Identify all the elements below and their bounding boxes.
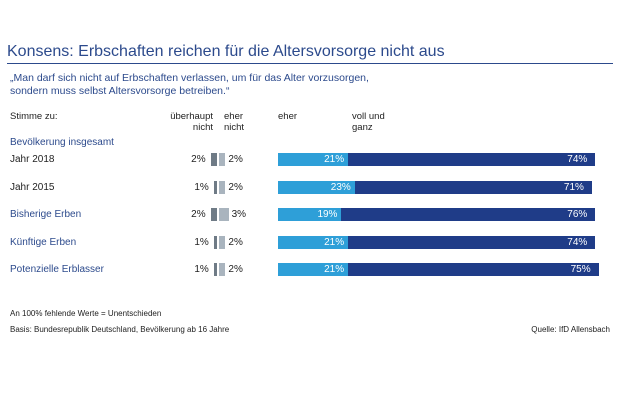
value-ueberhaupt-nicht: 2%: [191, 154, 206, 165]
value-eher-nicht: 2%: [228, 182, 243, 193]
row-label: Jahr 2015: [10, 182, 55, 193]
value-voll-und-ganz: 74%: [567, 154, 588, 165]
bar-voll-und-ganz: [348, 236, 596, 249]
title-rule: [7, 63, 613, 64]
bar-ueberhaupt-nicht: [213, 263, 217, 276]
bar-ueberhaupt-nicht: [213, 236, 217, 249]
value-eher: 23%: [330, 182, 351, 193]
header-ueberhaupt-nicht: überhaupt nicht: [170, 111, 213, 133]
value-ueberhaupt-nicht: 2%: [191, 209, 206, 220]
bar-eher-nicht: [219, 236, 226, 249]
bar-voll-und-ganz: [354, 181, 592, 194]
value-eher-nicht: 2%: [228, 154, 243, 165]
bar-ueberhaupt-nicht: [210, 153, 217, 166]
bar-eher-nicht: [219, 153, 226, 166]
bar-eher: [278, 208, 342, 221]
bar-eher: [278, 153, 349, 166]
value-eher-nicht: 2%: [228, 264, 243, 275]
value-voll-und-ganz: 74%: [567, 237, 588, 248]
value-voll-und-ganz: 76%: [567, 209, 588, 220]
header-eher: eher: [278, 111, 298, 122]
survey-question: „Man darf sich nicht auf Erbschaften ver…: [10, 72, 369, 97]
value-voll-und-ganz: 75%: [570, 264, 591, 275]
value-voll-und-ganz: 71%: [563, 182, 584, 193]
value-ueberhaupt-nicht: 1%: [194, 264, 209, 275]
header-voll-und-ganz: voll und ganz: [352, 111, 385, 133]
row-label: Potenzielle Erblasser: [10, 264, 104, 275]
group-label: Bevölkerung insgesamt: [10, 137, 114, 148]
value-ueberhaupt-nicht: 1%: [194, 237, 209, 248]
bar-voll-und-ganz: [348, 263, 599, 276]
bar-eher: [278, 236, 349, 249]
bar-voll-und-ganz: [341, 208, 596, 221]
row-label: Bisherige Erben: [10, 209, 82, 220]
bar-eher-nicht: [219, 263, 226, 276]
value-eher: 21%: [324, 237, 345, 248]
footnote-source: Quelle: IfD Allensbach: [531, 325, 610, 334]
bar-voll-und-ganz: [348, 153, 596, 166]
value-eher: 19%: [317, 209, 338, 220]
bar-eher: [278, 263, 349, 276]
value-eher-nicht: 2%: [228, 237, 243, 248]
value-eher: 21%: [324, 154, 345, 165]
bar-ueberhaupt-nicht: [213, 181, 217, 194]
row-label: Künftige Erben: [10, 237, 77, 248]
bar-ueberhaupt-nicht: [210, 208, 217, 221]
value-eher: 21%: [324, 264, 345, 275]
value-eher-nicht: 3%: [231, 209, 247, 220]
footnote-unentschieden: An 100% fehlende Werte = Unentschieden: [10, 309, 162, 318]
header-stimme-zu: Stimme zu:: [10, 111, 58, 122]
row-label: Jahr 2018: [10, 154, 55, 165]
chart-title: Konsens: Erbschaften reichen für die Alt…: [7, 43, 445, 60]
bar-eher-nicht: [219, 181, 226, 194]
footnote-basis: Basis: Bundesrepublik Deutschland, Bevöl…: [10, 325, 230, 334]
bar-eher-nicht: [219, 208, 229, 221]
bar-eher: [278, 181, 355, 194]
value-ueberhaupt-nicht: 1%: [194, 182, 209, 193]
header-eher-nicht: eher nicht: [224, 111, 245, 133]
